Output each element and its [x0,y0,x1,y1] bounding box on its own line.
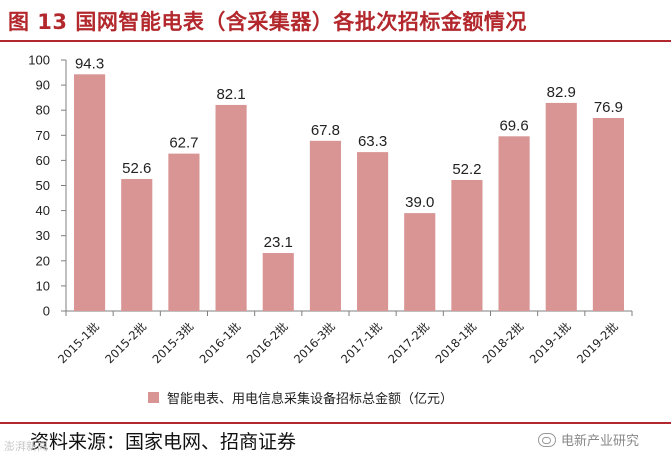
data-label: 94.3 [75,55,104,72]
data-label: 52.6 [122,160,151,177]
bar [498,136,530,311]
x-tick-label: 2016-3批 [291,319,338,366]
wechat-icon [538,432,556,447]
bar [545,102,577,312]
x-tick-label: 2019-2批 [574,319,621,366]
y-tick-label: 10 [36,278,50,293]
legend: 智能电表、用电信息采集设备招标总金额（亿元） [148,388,453,407]
legend-label: 智能电表、用电信息采集设备招标总金额（亿元） [167,392,454,407]
data-label: 52.2 [452,161,481,178]
x-tick-label: 2019-1批 [527,319,574,366]
watermark-small: 澎湃新闻 [4,440,48,453]
data-label: 69.6 [499,117,528,134]
x-tick-label: 2018-1批 [432,319,479,366]
bar [404,213,436,311]
data-label: 39.0 [405,194,434,211]
x-tick-label: 2015-1批 [55,319,102,366]
data-label: 62.7 [169,135,198,152]
legend-swatch [148,392,159,403]
bar [168,153,200,311]
footer-divider [0,422,671,424]
data-label: 23.1 [264,234,293,251]
data-label: 82.9 [547,84,576,101]
y-tick-label: 40 [36,203,50,218]
x-tick-label: 2017-2批 [385,319,432,366]
watermark: 电新产业研究 [538,430,639,449]
watermark-label: 电新产业研究 [561,434,640,449]
data-label: 63.3 [358,133,387,150]
bar [309,140,341,311]
bar [74,74,106,311]
y-tick-label: 60 [36,153,50,168]
bar-chart: 0 10 20 30 40 50 60 70 80 90 100 94.3 2015-1批 52.6 201… [28,53,633,366]
x-tick-label: 2016-2批 [244,319,291,366]
y-tick-label: 70 [36,128,50,143]
x-tick-label: 2015-2批 [102,319,149,366]
bar [121,178,153,311]
title-divider [0,40,671,42]
y-tick-label: 0 [43,304,50,319]
x-tick-label: 2016-1批 [197,319,244,366]
y-tick-label: 100 [28,53,50,68]
y-tick-label: 80 [36,103,50,118]
x-tick-label: 2017-1批 [338,319,385,366]
x-tick-label: 2018-2批 [480,319,527,366]
x-tick-label: 2015-3批 [149,319,196,366]
data-label: 67.8 [311,122,340,139]
data-label: 82.1 [216,86,245,103]
bar [357,152,389,311]
bar [215,104,247,311]
bar [262,253,294,311]
data-label: 76.9 [594,99,623,116]
y-tick-label: 90 [36,78,50,93]
bar [451,179,483,311]
chart-title: 图 13 国网智能电表（含采集器）各批次招标金额情况 [8,10,527,34]
y-tick-label: 50 [36,178,50,193]
source-note: 资料来源：国家电网、招商证券 [30,431,297,453]
bar [592,117,624,311]
y-tick-label: 30 [36,228,50,243]
y-tick-label: 20 [36,253,50,268]
